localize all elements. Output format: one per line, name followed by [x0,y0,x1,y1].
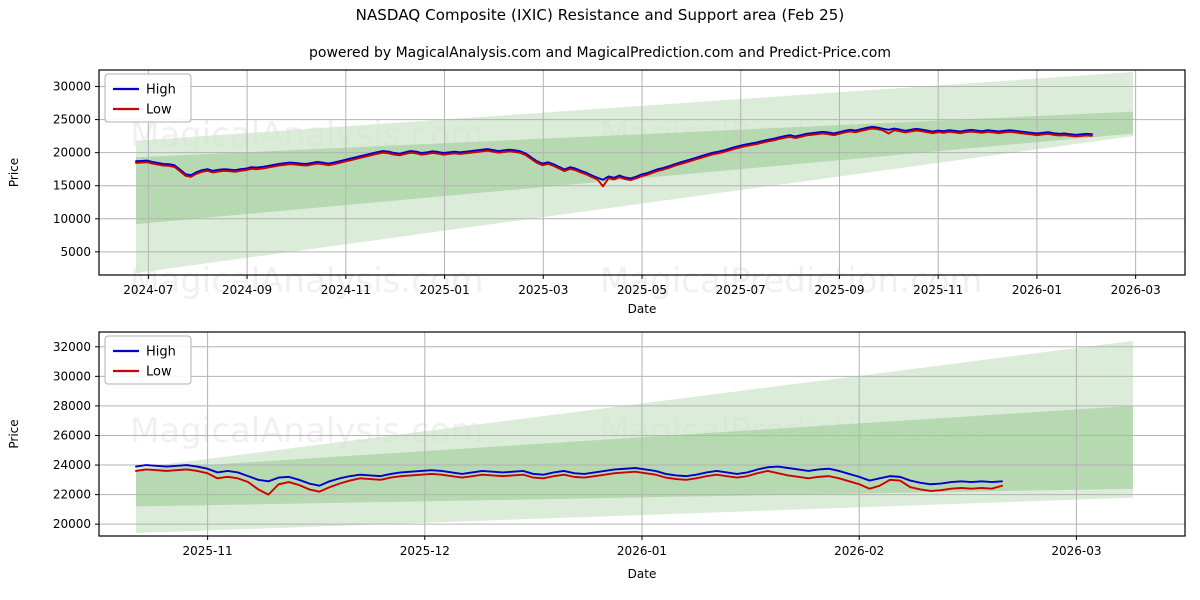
legend-label: Low [146,103,172,118]
plot-frame [98,69,1186,276]
legend-item-low[interactable]: Low [113,365,172,380]
legend-label: High [146,345,176,360]
x-tick-label: 2026-03 [1051,544,1101,558]
band-inner-support-resistance [136,111,1133,225]
x-tick-label: 2024-09 [222,283,272,297]
legend[interactable]: High Low [104,335,192,385]
y-axis-label: Price [7,419,21,448]
band-inner-support-resistance [136,405,1133,507]
y-tick-label: 20000 [53,146,91,160]
y-axis-label: Price [7,158,21,187]
top-chart-canvas: MagicalAnalysis.com MagicalPrediction.com… [7,69,1186,316]
y-tick-label: 22000 [53,488,91,502]
series-line-low [135,127,1093,188]
legend-item-high[interactable]: High [113,83,176,98]
legend-label: Low [146,365,172,380]
x-tick-label: 2024-11 [321,283,371,297]
page-title: NASDAQ Composite (IXIC) Resistance and S… [355,6,845,24]
plot-frame [98,331,1186,537]
x-tick-label: 2025-11 [913,283,963,297]
x-tick-label: 2026-01 [617,544,667,558]
y-tick-label: 32000 [53,340,91,354]
y-tick-label: 10000 [53,212,91,226]
bottom-chart-canvas: MagicalAnalysis.comMagicalPrediction.com… [7,331,1186,581]
x-axis-label: Date [628,302,657,316]
y-tick-label: 30000 [53,80,91,94]
page-subtitle: powered by MagicalAnalysis.com and Magic… [309,45,891,61]
y-tick-label: 20000 [53,517,91,531]
x-tick-label: 2025-05 [617,283,667,297]
x-tick-label: 2026-01 [1012,283,1062,297]
x-tick-label: 2025-01 [419,283,469,297]
legend-item-low[interactable]: Low [113,103,172,118]
y-tick-label: 5000 [60,245,91,259]
legend[interactable]: High Low [104,73,192,123]
y-tick-label: 26000 [53,428,91,442]
y-tick-label: 30000 [53,369,91,383]
x-tick-label: 2026-02 [834,544,884,558]
y-tick-label: 25000 [53,113,91,127]
series-line-high [135,464,1003,487]
x-tick-label: 2025-09 [814,283,864,297]
top-chart[interactable]: MagicalAnalysis.com MagicalPrediction.com… [0,60,1200,322]
x-tick-label: 2026-03 [1111,283,1161,297]
watermark-text: MagicalPrediction.com [600,261,983,301]
legend-item-high[interactable]: High [113,345,176,360]
x-tick-label: 2025-07 [716,283,766,297]
x-tick-label: 2025-11 [183,544,233,558]
x-axis-label: Date [628,567,657,581]
legend-label: High [146,83,176,98]
y-tick-label: 24000 [53,458,91,472]
x-tick-label: 2024-07 [123,283,173,297]
y-tick-label: 15000 [53,179,91,193]
watermark-text: MagicalAnalysis.com [130,261,484,301]
bottom-chart[interactable]: MagicalAnalysis.comMagicalPrediction.com… [0,322,1200,600]
series-line-low [135,468,1003,496]
y-tick-label: 28000 [53,399,91,413]
x-tick-label: 2025-12 [400,544,450,558]
x-tick-label: 2025-03 [518,283,568,297]
series-line-high [135,125,1093,181]
